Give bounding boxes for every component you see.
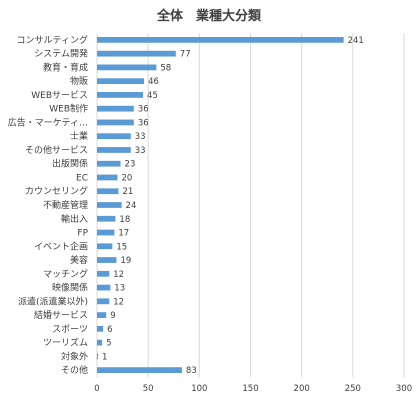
bar [97,174,118,181]
category-label: ツーリズム [43,337,88,349]
x-tick-label: 50 [143,384,154,394]
value-label: 21 [122,187,133,197]
bar [97,325,104,332]
category-label: 士業 [70,130,88,142]
bar [97,243,113,250]
value-labels: 2417758464536363333232021241817151912131… [102,36,364,376]
bar [97,188,119,195]
category-label: 物販 [70,75,88,87]
category-label: カウンセリング [25,185,88,197]
bar [97,312,107,318]
value-label: 77 [180,50,191,60]
chart-title: 全体 業種大分類 [156,8,262,24]
value-label: 33 [135,132,146,142]
value-label: 17 [118,229,129,239]
value-label: 36 [138,118,149,128]
value-label: 12 [113,270,124,280]
value-label: 15 [116,242,127,252]
bar [97,229,115,236]
bar [97,339,103,346]
value-label: 1 [102,352,107,362]
category-label: スポーツ [52,324,88,335]
bars [97,36,344,374]
bar [97,92,144,98]
value-label: 6 [107,325,112,335]
category-label: その他 [61,364,88,376]
value-label: 36 [138,105,149,115]
category-label: 広告・マーケティ… [8,116,88,128]
value-label: 12 [113,297,124,307]
bar [97,119,134,126]
category-label: EC [76,173,88,183]
x-tick-label: 300 [396,384,412,394]
value-label: 45 [147,91,158,101]
value-label: 20 [121,173,132,183]
category-label: WEBサービス [31,90,88,101]
category-label: マッチング [43,268,88,280]
bar [97,78,145,85]
value-label: 13 [114,284,125,294]
bar [97,160,121,167]
x-tick-label: 0 [94,384,99,394]
value-label: 83 [186,366,197,376]
x-tick-labels: 0 50 100 150 200 250 300 [94,384,412,394]
category-label: 派遣(派遣業以外) [18,295,88,307]
value-label: 19 [120,256,131,266]
value-label: 5 [106,339,111,349]
bar [97,50,176,57]
bar [97,257,117,263]
category-label: 輸出入 [61,213,88,225]
category-label: 不動産管理 [43,199,88,211]
bar [97,270,110,277]
category-label: FP [77,229,88,239]
category-label: イベント企画 [34,240,88,252]
category-label: WEB制作 [49,103,88,115]
category-label: その他サービス [25,144,88,156]
value-label: 23 [125,160,136,170]
category-label: 対象外 [61,350,88,362]
value-label: 58 [160,63,171,73]
value-label: 33 [135,146,146,156]
bar [97,133,131,140]
bar [97,367,182,374]
bar [97,298,110,305]
bar [97,202,122,208]
x-tick-label: 200 [294,384,310,394]
x-tick-label: 250 [345,384,361,394]
bar [97,147,131,153]
category-label: システム開発 [34,48,88,60]
value-label: 9 [110,311,115,321]
category-label: 出版関係 [52,158,88,170]
category-label: コンサルティング [17,34,88,46]
bar [97,215,116,222]
category-label: 映像関係 [52,282,88,294]
bar [97,284,111,291]
bar [97,36,344,43]
value-label: 24 [126,201,137,211]
bar [97,64,157,71]
value-label: 18 [119,215,130,225]
value-label: 241 [348,36,364,46]
category-label: 結婚サービス [34,309,88,321]
category-label: 美容 [70,254,88,266]
category-label: 教育・育成 [43,61,88,73]
x-tick-label: 100 [191,384,207,394]
bar [97,353,99,360]
x-tick-label: 150 [242,384,258,394]
bar [97,105,134,112]
value-label: 46 [148,77,159,87]
gridlines [96,33,405,377]
